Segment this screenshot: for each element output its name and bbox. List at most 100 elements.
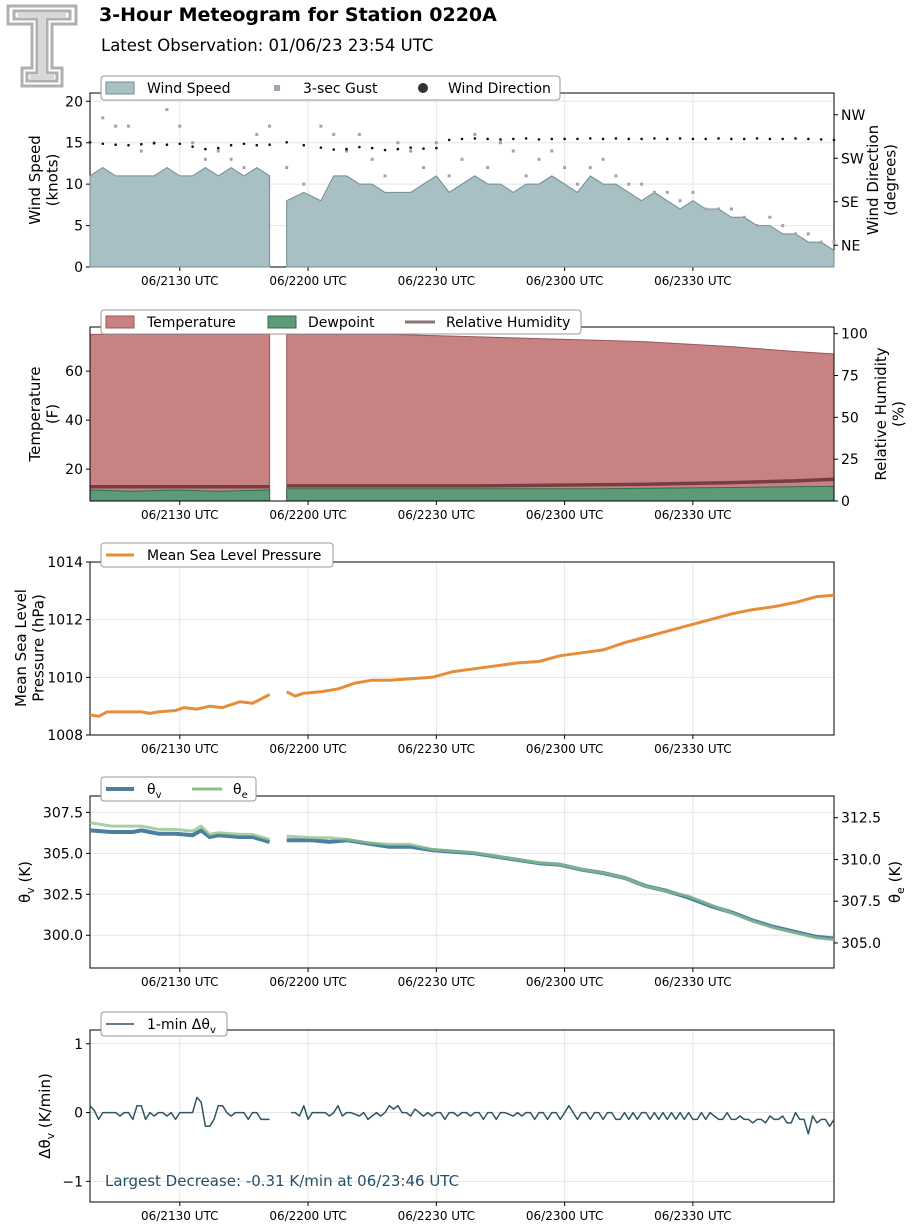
relative-humidity-line: [286, 477, 835, 488]
pressure-legend-entry: Mean Sea Level Pressure: [147, 548, 321, 564]
theta-e-line: [286, 834, 835, 942]
wind-direction-marker: [524, 137, 528, 140]
temperature-area: [286, 333, 835, 502]
y2-tick-label: SE: [841, 195, 859, 211]
wind-legend-entry: Wind Direction: [448, 81, 551, 97]
gust-marker: [422, 166, 426, 170]
legend-wind-swatch: [105, 81, 135, 95]
wind-direction-marker: [665, 137, 669, 141]
wind-direction-marker: [302, 143, 306, 147]
gust-marker: [242, 166, 246, 170]
gust-marker: [601, 157, 605, 161]
plot-frame: [89, 795, 835, 969]
temperature-area: [89, 333, 271, 502]
dtheta-legend-box: [100, 1011, 228, 1037]
wind-direction-marker: [730, 137, 733, 141]
dewpoint-area: [89, 489, 271, 502]
x-tick-label: 06/2330 UTC: [654, 1209, 731, 1223]
wind-direction-marker: [486, 137, 489, 141]
pressure-legend-box: [100, 542, 334, 568]
wind-direction-marker: [640, 137, 643, 141]
wind-legend-entry: 3-sec Gust: [303, 81, 378, 97]
y-tick-label: 1008: [47, 728, 83, 744]
wind-direction-marker: [101, 142, 105, 146]
wind-direction-marker: [191, 145, 194, 148]
wind-direction-marker: [127, 143, 130, 147]
gust-marker: [755, 224, 759, 228]
legend-temperature-swatch: [105, 315, 135, 329]
theta-e-axis-label: θe (K): [886, 861, 907, 903]
gust-marker: [614, 174, 618, 178]
x-tick-label: 06/2230 UTC: [398, 1209, 475, 1223]
wind-direction-marker: [285, 141, 288, 144]
wind-direction-marker: [204, 147, 207, 151]
gust-marker: [191, 141, 195, 145]
y2-tick-label: NW: [841, 108, 865, 124]
gust-marker: [332, 132, 336, 136]
theta-v-line: [286, 838, 835, 941]
gust-marker: [819, 240, 823, 244]
gust-marker: [319, 124, 323, 128]
pressure-axis-label: Mean Sea LevelPressure (hPa): [12, 589, 47, 707]
gust-marker: [447, 174, 451, 178]
y2-tick-label: 0: [841, 494, 850, 510]
y-tick-label: 300.0: [43, 928, 83, 944]
gust-marker: [652, 190, 656, 194]
y2-tick-label: 310.0: [841, 852, 881, 868]
x-tick-label: 06/2230 UTC: [398, 742, 475, 756]
plot-frame: [89, 1029, 835, 1203]
gust-marker: [203, 157, 207, 161]
y-tick-label: 1012: [47, 613, 83, 629]
wind-direction-marker: [704, 137, 708, 141]
meteogram-header: 3-Hour Meteogram for Station 0220A Lates…: [0, 0, 913, 90]
theta-legend-entry: θv: [147, 782, 162, 801]
gust-marker: [345, 149, 349, 153]
y-tick-label: 0: [74, 1106, 83, 1122]
gust-marker: [229, 157, 233, 161]
wind-direction-marker: [140, 142, 143, 146]
wind-direction-marker: [422, 147, 425, 150]
wind-direction-marker: [512, 137, 515, 141]
theta-e-line: [89, 821, 271, 841]
wind-direction-marker: [255, 143, 259, 147]
thermo-legend-entry: Relative Humidity: [446, 315, 570, 331]
theta-v-axis-label: θv (K): [16, 861, 37, 903]
x-tick-label: 06/2200 UTC: [269, 975, 346, 989]
legend-direction-swatch: [418, 83, 428, 93]
gust-marker: [588, 166, 592, 170]
x-tick-label: 06/2300 UTC: [526, 975, 603, 989]
gust-marker: [396, 141, 400, 145]
wind-direction-marker: [588, 137, 592, 140]
y-tick-label: 1: [74, 1037, 83, 1053]
largest-decrease-annotation: Largest Decrease: -0.31 K/min at 06/23:4…: [105, 1172, 459, 1190]
wind-direction-marker: [832, 138, 836, 142]
wind-legend-entry: Wind Speed: [147, 81, 231, 97]
wind-direction-marker: [473, 137, 477, 140]
texas-tech-double-t-logo-icon: [6, 4, 78, 88]
wind-direction-marker: [178, 142, 182, 146]
x-tick-label: 06/2330 UTC: [654, 975, 731, 989]
gust-marker: [302, 182, 306, 186]
y-tick-label: 15: [65, 136, 83, 152]
wind-direction-marker: [768, 137, 772, 141]
wind-direction-marker: [460, 137, 464, 141]
pressure-line: [89, 693, 271, 718]
y-tick-label: 305.0: [43, 846, 83, 862]
y-tick-label: 40: [65, 413, 83, 429]
wind-panel: 06/2130 UTC 06/2200 UTC 06/2230 UTC 06/2300…: [26, 75, 899, 288]
gust-marker: [832, 240, 836, 244]
gust-marker: [409, 149, 413, 153]
x-tick-label: 06/2200 UTC: [269, 1209, 346, 1223]
gust-marker: [498, 141, 502, 145]
temperature-panel: 06/2130 UTC 06/2200 UTC 06/2230 UTC 06/2300…: [26, 309, 907, 522]
x-tick-label: 06/2300 UTC: [526, 742, 603, 756]
wind-direction-marker: [345, 147, 348, 151]
pressure-line: [286, 593, 835, 698]
y-tick-label: 60: [65, 364, 83, 380]
wind-direction-marker: [165, 143, 169, 147]
y2-tick-label: 100: [841, 327, 868, 343]
wind-direction-marker: [242, 142, 246, 146]
gust-marker: [627, 182, 631, 186]
y2-tick-label: 50: [841, 410, 859, 426]
